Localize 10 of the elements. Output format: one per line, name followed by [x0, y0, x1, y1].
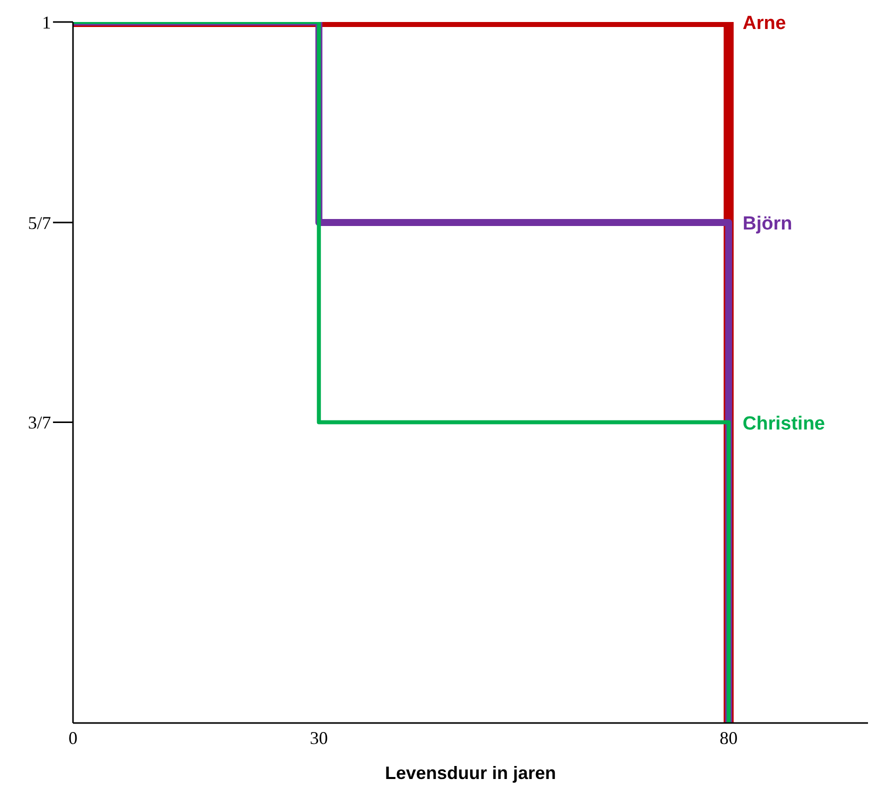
- x-tick-label: 80: [720, 728, 738, 748]
- text: 3/7: [28, 412, 51, 433]
- series-label: Christine: [742, 413, 826, 434]
- text: 5/7: [28, 212, 51, 233]
- x-axis-title: Levensduur in jaren: [384, 763, 556, 783]
- x-tick-label: 30: [310, 728, 328, 748]
- series-label: Arne: [742, 13, 786, 34]
- series-label: Björn: [742, 213, 792, 234]
- text: 1: [42, 12, 51, 32]
- x-tick-label: 0: [68, 728, 78, 748]
